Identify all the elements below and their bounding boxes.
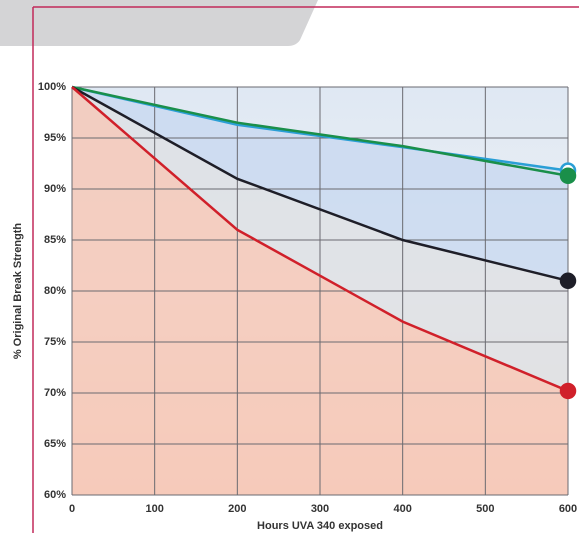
y-tick-label: 85% xyxy=(44,234,66,246)
y-axis-title: % Original Break Strength xyxy=(12,223,24,360)
x-tick-label: 0 xyxy=(69,503,75,515)
x-axis-title: Hours UVA 340 exposed xyxy=(257,520,383,532)
series-line xyxy=(71,85,569,283)
x-tick-label: 100 xyxy=(145,503,163,515)
y-tick-label: 65% xyxy=(44,438,66,450)
y-tick-label: 80% xyxy=(44,285,66,297)
x-tick-label: 600 xyxy=(559,503,577,515)
x-tick-label: 500 xyxy=(476,503,494,515)
series-line xyxy=(71,86,569,393)
x-tick-label: 200 xyxy=(228,503,246,515)
y-tick-label: 60% xyxy=(44,489,66,501)
end-marker xyxy=(559,167,577,184)
y-tick-label: 95% xyxy=(44,132,66,144)
y-tick-label: 70% xyxy=(44,387,66,399)
y-tick-label: 75% xyxy=(44,336,66,348)
series-line xyxy=(71,85,569,177)
x-tick-label: 400 xyxy=(393,503,411,515)
y-tick-label: 90% xyxy=(44,183,66,195)
y-tick-label: 100% xyxy=(38,81,66,93)
end-marker xyxy=(559,382,577,400)
end-marker xyxy=(559,272,577,290)
header-shape xyxy=(0,0,318,46)
x-tick-label: 300 xyxy=(311,503,329,515)
